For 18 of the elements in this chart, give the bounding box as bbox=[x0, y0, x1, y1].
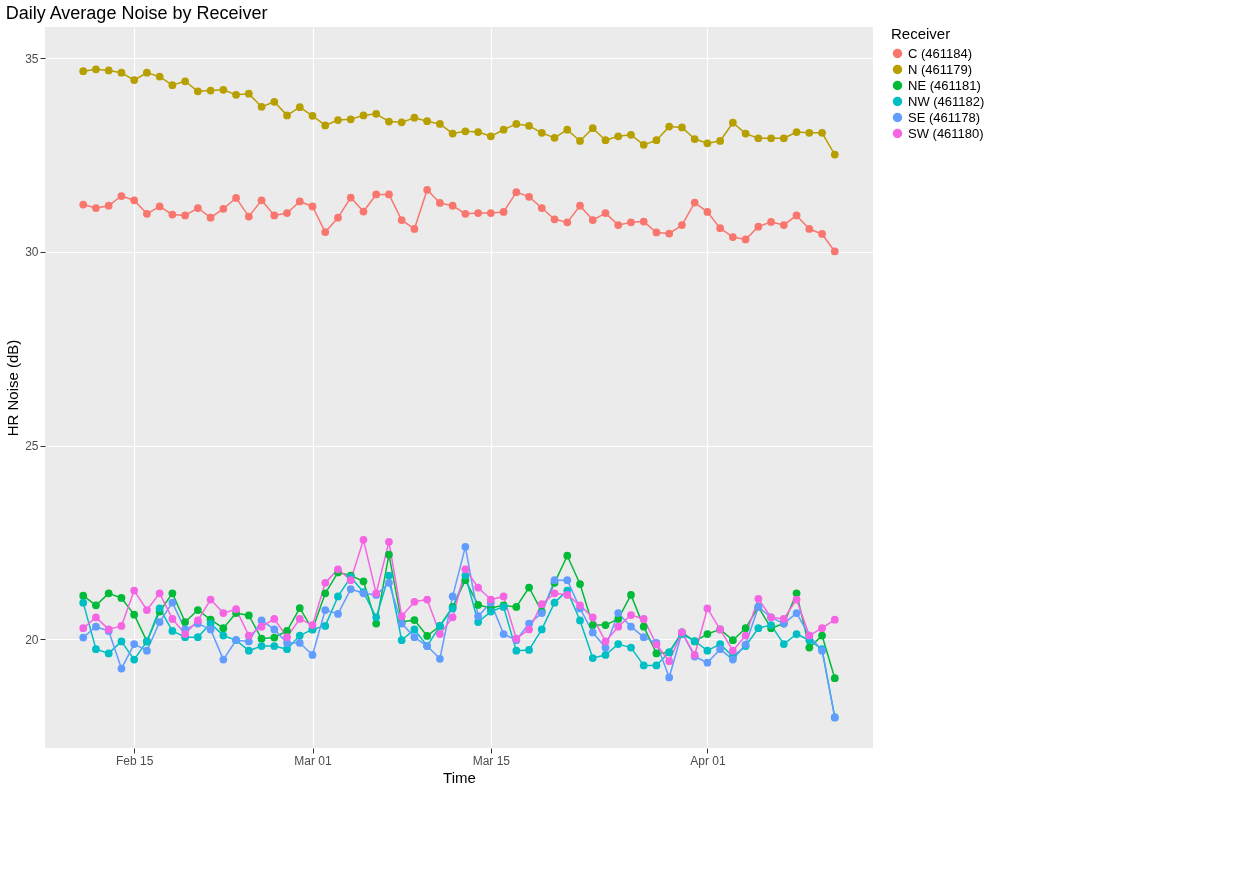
x-tick-label: Mar 01 bbox=[294, 753, 332, 768]
x-tick-label: Apr 01 bbox=[690, 753, 726, 768]
chart-title: Daily Average Noise by Receiver bbox=[5, 3, 268, 23]
legend-label: SE (461178) bbox=[908, 109, 981, 125]
legend-label: NE (461181) bbox=[908, 77, 981, 93]
x-tick-label: Feb 15 bbox=[115, 753, 154, 768]
legend-label: NW (461182) bbox=[908, 93, 985, 109]
legend-title: Receiver bbox=[891, 25, 951, 42]
x-tick-label: Mar 15 bbox=[472, 753, 511, 768]
y-axis-title: HR Noise (dB) bbox=[4, 339, 22, 437]
legend-label: SW (461180) bbox=[908, 125, 984, 141]
y-tick-label: 30 bbox=[25, 245, 39, 260]
x-axis-title: Time bbox=[443, 768, 476, 786]
y-tick-label: 20 bbox=[25, 632, 39, 647]
y-tick-label: 25 bbox=[25, 439, 39, 454]
legend-label: N (461179) bbox=[908, 61, 973, 77]
y-tick-label: 35 bbox=[25, 51, 39, 66]
legend-label: C (461184) bbox=[908, 45, 973, 61]
